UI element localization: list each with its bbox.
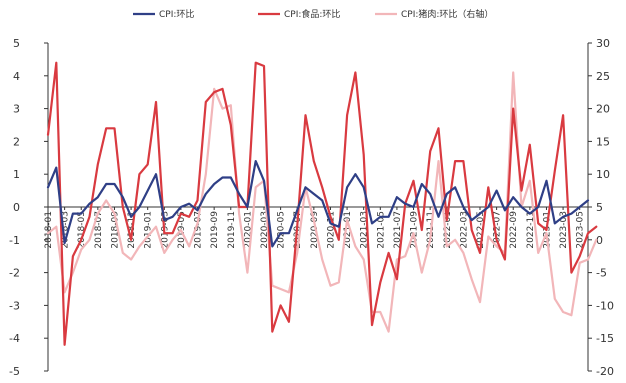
legend-label: CPI:猪肉:环比（右轴）: [401, 8, 493, 20]
x-tick-label: 2019-07: [194, 211, 204, 249]
x-tick-label: 2021-09: [410, 211, 420, 249]
left-tick-label: 1: [13, 168, 20, 181]
right-tick-label: -15: [596, 332, 614, 345]
series-line-0: [46, 160, 590, 248]
x-tick-label: 2021-01: [343, 211, 353, 249]
right-tick-label: -5: [596, 267, 607, 280]
x-tick-label: 2021-07: [393, 211, 403, 249]
right-tick-label: -20: [596, 365, 614, 378]
left-tick-label: -4: [9, 332, 20, 345]
legend: CPI:环比 CPI:食品:环比 CPI:猪肉:环比（右轴）: [133, 8, 493, 20]
left-tick-label: 2: [13, 135, 20, 148]
x-tick-label: 2022-05: [476, 211, 486, 249]
x-tick-label: 2020-11: [326, 211, 336, 249]
right-tick-label: 20: [596, 103, 610, 116]
legend-label: CPI:食品:环比: [284, 8, 340, 20]
x-tick-label: 2023-03: [559, 211, 569, 249]
x-tick-label: 2020-07: [293, 211, 303, 249]
x-tick-label: 2018-09: [110, 211, 120, 249]
x-tick-label: 2020-03: [260, 211, 270, 249]
x-tick-label: 2021-05: [376, 211, 386, 249]
left-tick-label: 3: [13, 103, 20, 116]
right-tick-label: 5: [596, 201, 603, 214]
right-tick-label: 0: [596, 234, 603, 247]
right-tick-label: -10: [596, 299, 614, 312]
x-tick-label: 2022-09: [509, 211, 519, 249]
x-tick-label: 2020-05: [277, 211, 287, 249]
x-tick-label: 2018-05: [77, 211, 87, 249]
x-tick-label: 2019-01: [144, 211, 154, 249]
x-tick-label: 2021-03: [360, 211, 370, 249]
x-tick-label: 2018-07: [94, 211, 104, 249]
x-tick-label: 2018-03: [61, 211, 71, 249]
legend-label: CPI:环比: [159, 8, 194, 20]
left-tick-label: 4: [13, 70, 20, 83]
x-tick-label: 2018-01: [44, 211, 54, 249]
right-tick-label: 30: [596, 37, 610, 50]
left-tick-label: -3: [9, 299, 20, 312]
x-tick-label: 2020-01: [243, 211, 253, 249]
x-tick-label: 2022-07: [493, 211, 503, 249]
x-tick-label: 2023-05: [576, 211, 586, 249]
left-tick-label: -2: [9, 267, 20, 280]
x-tick-label: 2022-01: [443, 211, 453, 249]
x-tick-label: 2019-11: [227, 211, 237, 249]
x-tick-label: 2019-03: [160, 211, 170, 249]
series-line-1: [46, 61, 598, 346]
x-tick-label: 2022-11: [526, 211, 536, 249]
left-tick-label: -5: [9, 365, 20, 378]
right-tick-label: 25: [596, 70, 610, 83]
x-tick-label: 2022-03: [459, 211, 469, 249]
left-tick-label: 5: [13, 37, 20, 50]
left-tick-label: 0: [13, 201, 20, 214]
series-layer: [46, 61, 598, 346]
x-tick-label: 2019-09: [210, 211, 220, 249]
right-tick-label: 10: [596, 168, 610, 181]
right-tick-label: 15: [596, 135, 610, 148]
left-tick-label: -1: [9, 234, 20, 247]
